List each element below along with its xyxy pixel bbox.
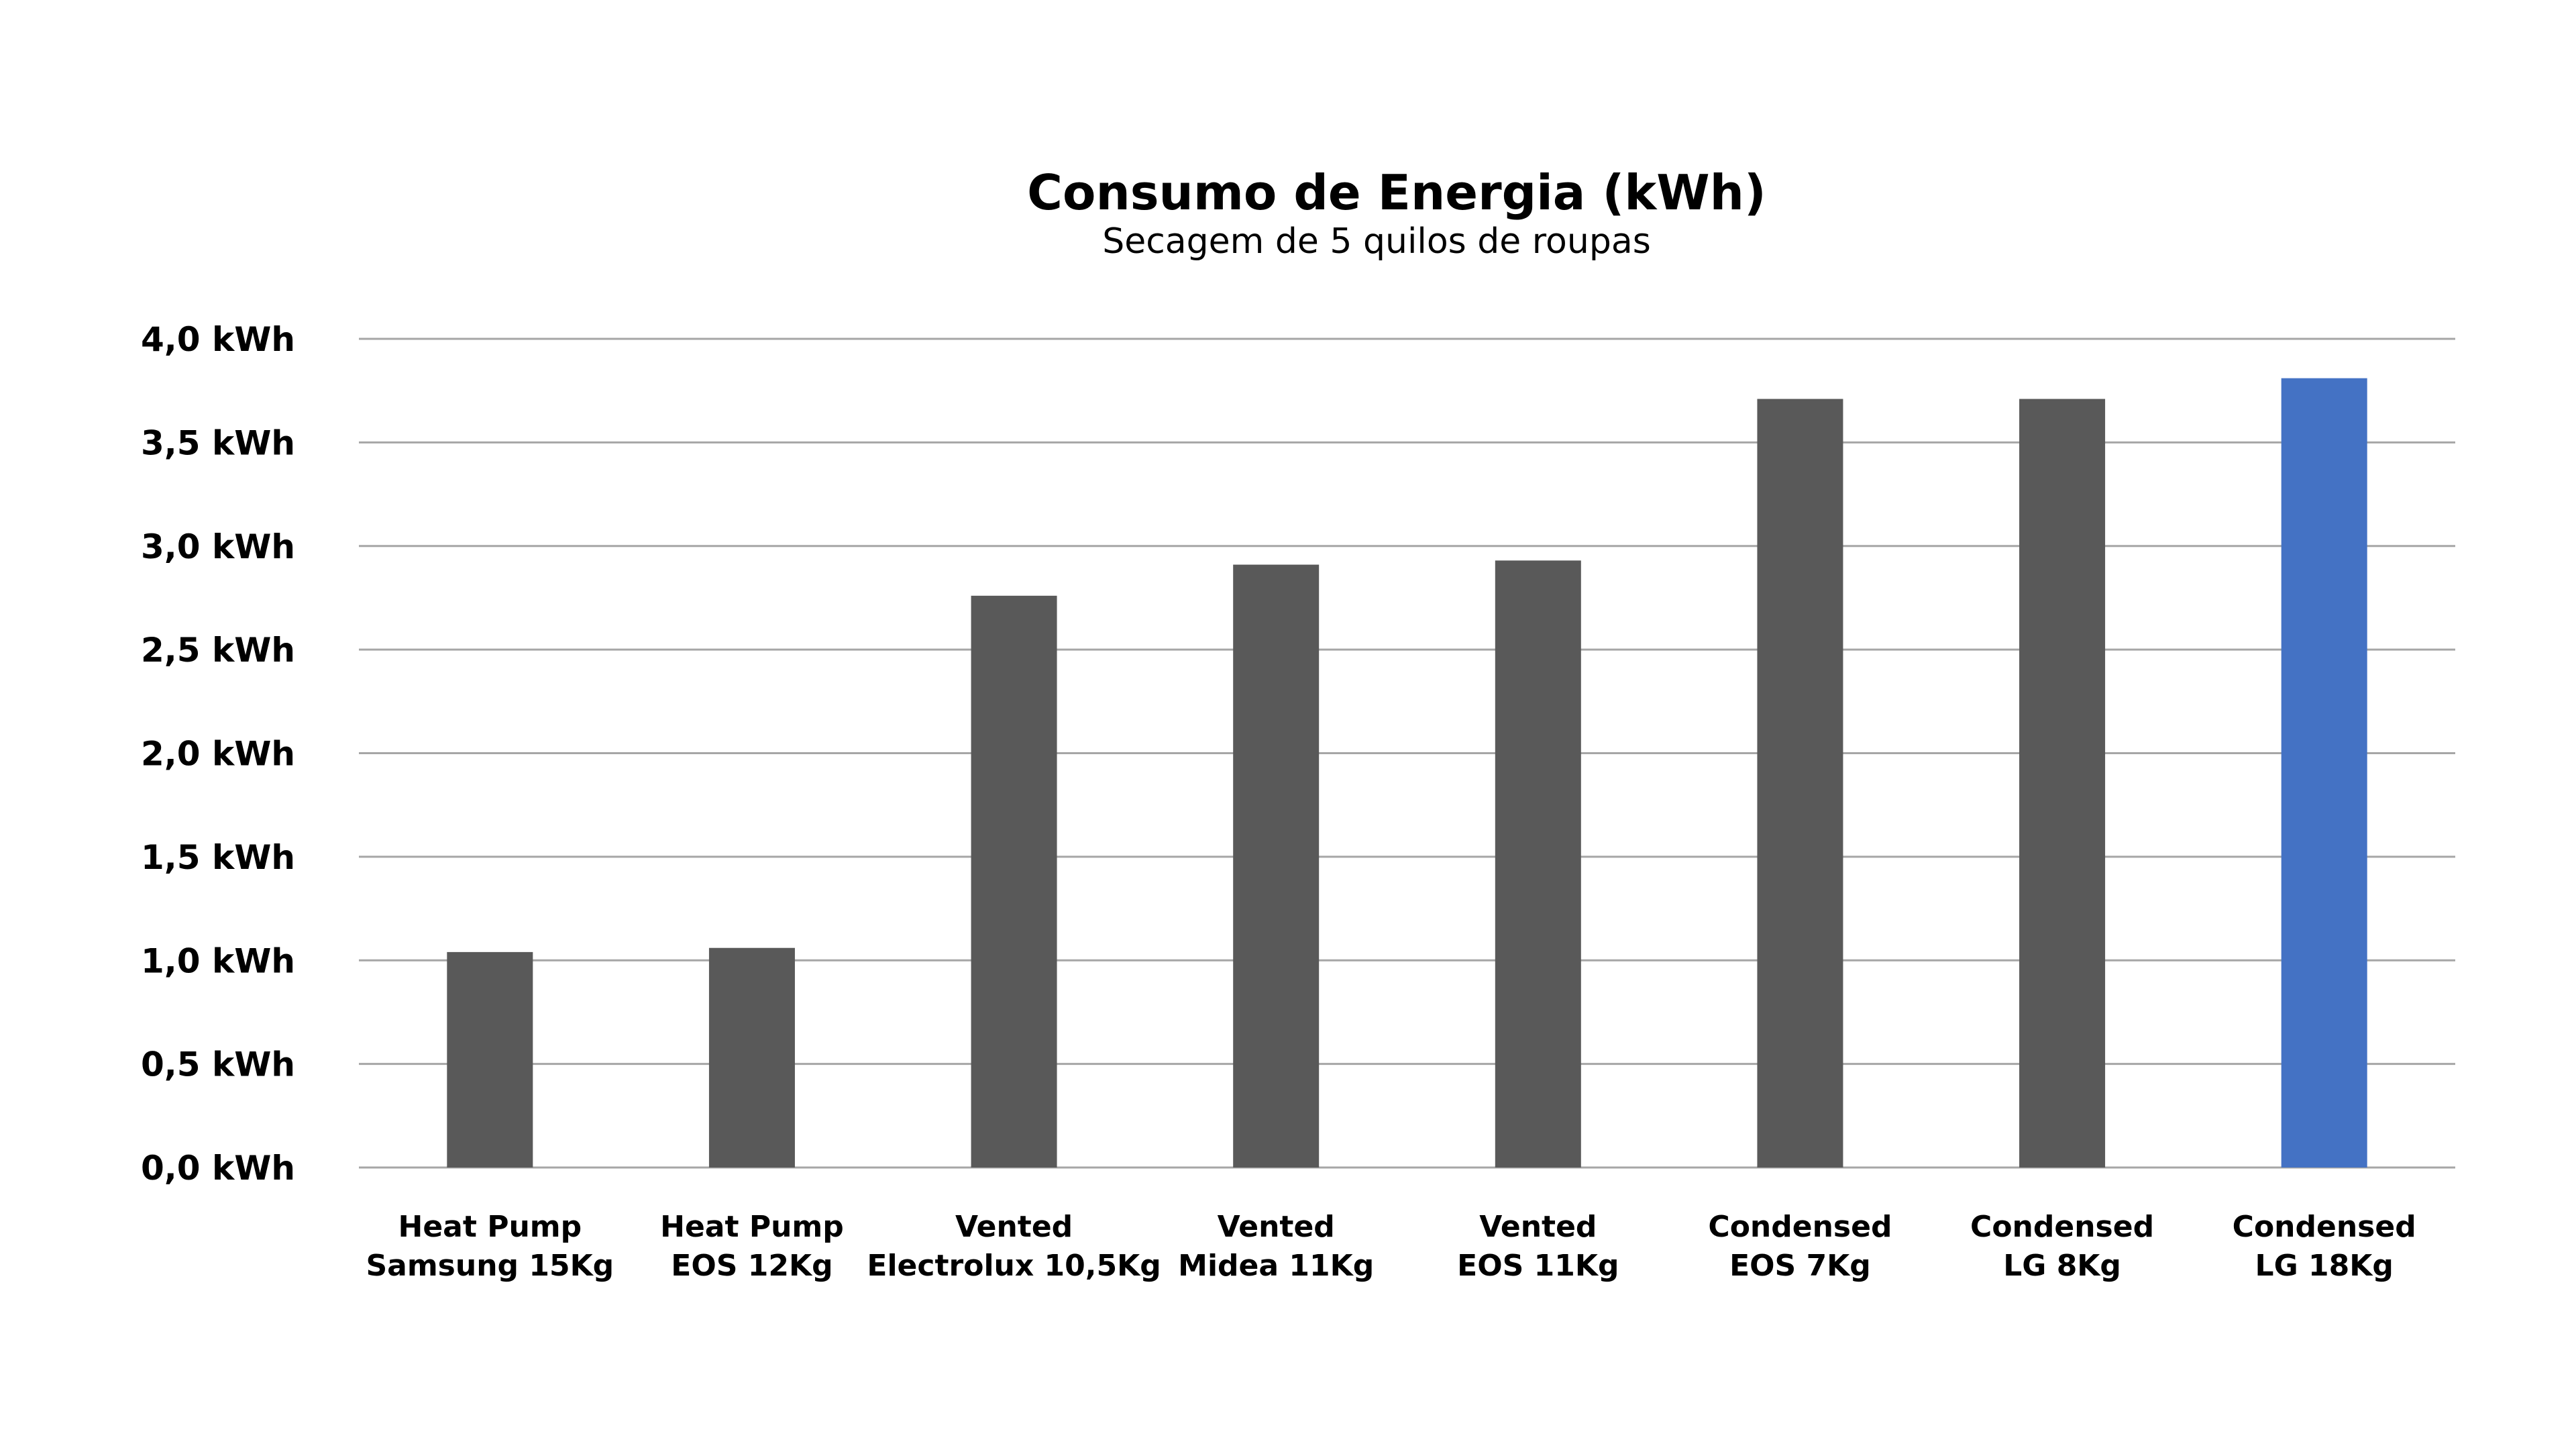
y-tick-label: 2,0 kWh xyxy=(141,735,295,774)
y-tick-label: 3,5 kWh xyxy=(141,423,295,462)
x-tick-label-line: LG 18Kg xyxy=(2255,1249,2394,1283)
x-tick-label-line: EOS 12Kg xyxy=(671,1249,833,1283)
x-tick-label: Heat Pump EOS 12Kg xyxy=(660,1210,844,1283)
x-tick-label-line: Heat Pump xyxy=(398,1210,582,1244)
y-axis-tick-labels: 0,0 kWh 0,5 kWh 1,0 kWh 1,5 kWh 2,0 kWh 2,5 k… xyxy=(141,320,295,1188)
x-axis-tick-labels: Heat Pump Samsung 15Kg Heat Pump EOS 12Kg Ve… xyxy=(366,1210,2416,1283)
y-tick-label: 3,0 kWh xyxy=(141,527,295,566)
x-tick-label-line: Vented xyxy=(1479,1210,1597,1244)
x-tick-label-line: Samsung 15Kg xyxy=(366,1249,614,1283)
y-tick-label: 1,5 kWh xyxy=(141,838,295,877)
bars xyxy=(447,378,2367,1168)
x-tick-label: Vented Electrolux 10,5Kg xyxy=(867,1210,1161,1283)
y-tick-label: 0,5 kWh xyxy=(141,1045,295,1084)
chart-title: Consumo de Energia (kWh) xyxy=(1027,164,1766,221)
x-tick-label-line: Condensed xyxy=(2233,1210,2416,1244)
x-tick-label-line: Vented xyxy=(1218,1210,1335,1244)
x-tick-label-line: Heat Pump xyxy=(660,1210,844,1244)
bar xyxy=(971,595,1057,1168)
gridlines xyxy=(359,338,2455,1169)
bar xyxy=(2019,399,2106,1168)
x-tick-label-line: Electrolux 10,5Kg xyxy=(867,1249,1161,1283)
x-tick-label: Condensed LG 18Kg xyxy=(2233,1210,2416,1283)
chart-subtitle: Secagem de 5 quilos de roupas xyxy=(1102,221,1651,262)
bar xyxy=(1233,564,1320,1168)
x-tick-label-line: EOS 7Kg xyxy=(1729,1249,1871,1283)
x-tick-label-line: EOS 11Kg xyxy=(1457,1249,1619,1283)
x-tick-label-line: Condensed xyxy=(1970,1210,2154,1244)
bar xyxy=(447,951,533,1168)
bar xyxy=(708,947,795,1168)
y-tick-label: 0,0 kWh xyxy=(141,1149,295,1188)
y-tick-label: 4,0 kWh xyxy=(141,320,295,359)
x-tick-label: Condensed EOS 7Kg xyxy=(1708,1210,1892,1283)
y-tick-label: 1,0 kWh xyxy=(141,941,295,980)
x-tick-label: Heat Pump Samsung 15Kg xyxy=(366,1210,614,1283)
x-tick-label-line: Vented xyxy=(955,1210,1073,1244)
x-tick-label-line: Condensed xyxy=(1708,1210,1892,1244)
x-tick-label-line: LG 8Kg xyxy=(2003,1249,2121,1283)
bar xyxy=(2281,378,2367,1168)
y-tick-label: 2,5 kWh xyxy=(141,631,295,670)
bar xyxy=(1757,399,1843,1168)
x-tick-label-line: Midea 11Kg xyxy=(1178,1249,1374,1283)
bar xyxy=(1495,560,1581,1168)
x-tick-label: Vented EOS 11Kg xyxy=(1457,1210,1619,1283)
x-tick-label: Vented Midea 11Kg xyxy=(1178,1210,1374,1283)
x-tick-label: Condensed LG 8Kg xyxy=(1970,1210,2154,1283)
